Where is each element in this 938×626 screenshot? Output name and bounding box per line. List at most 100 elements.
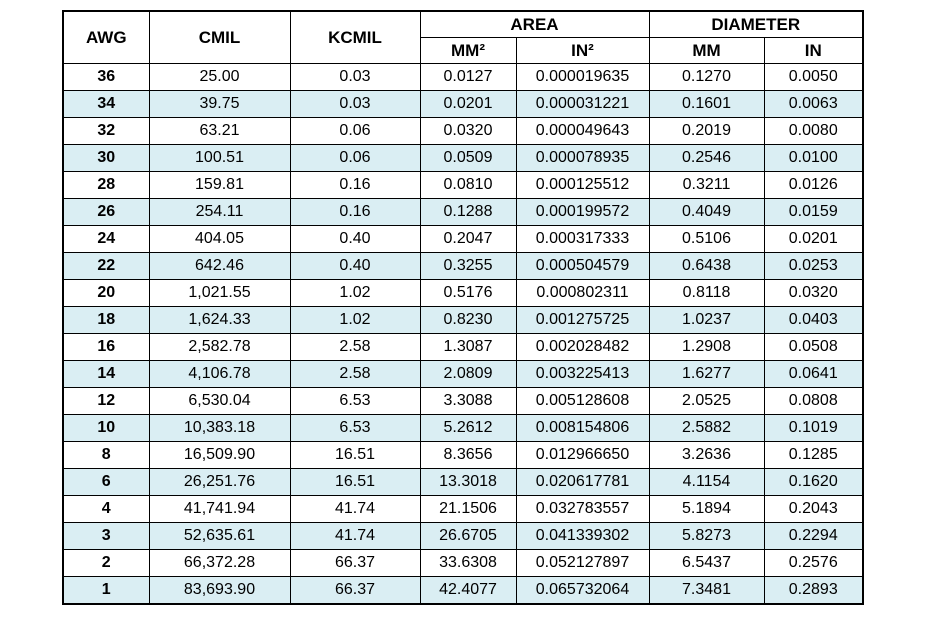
cell-awg: 30 [62,144,150,172]
cell-diameter-in: 0.0159 [763,198,864,226]
cell-area-mm2: 3.3088 [419,387,517,415]
cell-area-mm2: 0.1288 [419,198,517,226]
cell-area-mm2: 0.0127 [419,63,517,91]
cell-area-mm2: 2.0809 [419,360,517,388]
cell-area-mm2: 42.4077 [419,576,517,605]
cell-area-in2: 0.003225413 [515,360,650,388]
cell-diameter-in: 0.0808 [763,387,864,415]
table-header: AWG CMIL KCMIL AREA DIAMETER MM² IN² MM … [62,10,864,64]
cell-diameter-in: 0.2043 [763,495,864,523]
cell-kcmil: 0.03 [289,63,421,91]
cell-diameter-mm: 2.0525 [648,387,765,415]
cell-kcmil: 2.58 [289,333,421,361]
table-body: 36 25.00 0.03 0.0127 0.000019635 0.1270 0.0050… [62,63,864,605]
cell-cmil: 26,251.76 [148,468,291,496]
cell-awg: 32 [62,117,150,145]
cell-area-in2: 0.000031221 [515,90,650,118]
cell-area-in2: 0.052127897 [515,549,650,577]
cell-area-in2: 0.002028482 [515,333,650,361]
cell-kcmil: 16.51 [289,441,421,469]
cell-cmil: 52,635.61 [148,522,291,550]
cell-diameter-mm: 5.8273 [648,522,765,550]
cell-awg: 6 [62,468,150,496]
cell-kcmil: 6.53 [289,414,421,442]
table-row: 30 100.51 0.06 0.0509 0.000078935 0.2546 0.010… [62,144,864,172]
cell-kcmil: 0.06 [289,144,421,172]
cell-area-in2: 0.041339302 [515,522,650,550]
cell-kcmil: 1.02 [289,306,421,334]
cell-awg: 4 [62,495,150,523]
cell-area-in2: 0.000049643 [515,117,650,145]
cell-cmil: 41,741.94 [148,495,291,523]
table-row: 1 83,693.90 66.37 42.4077 0.065732064 7.3481 0… [62,576,864,605]
cell-area-in2: 0.032783557 [515,495,650,523]
cell-awg: 20 [62,279,150,307]
cell-diameter-in: 0.2893 [763,576,864,605]
table-row: 28 159.81 0.16 0.0810 0.000125512 0.3211 0.012… [62,171,864,199]
cell-awg: 1 [62,576,150,605]
cell-diameter-mm: 0.3211 [648,171,765,199]
cell-area-in2: 0.001275725 [515,306,650,334]
cell-diameter-in: 0.1019 [763,414,864,442]
cell-awg: 26 [62,198,150,226]
cell-diameter-in: 0.0320 [763,279,864,307]
table-row: 36 25.00 0.03 0.0127 0.000019635 0.1270 0.0050 [62,63,864,91]
cell-cmil: 100.51 [148,144,291,172]
cell-area-mm2: 21.1506 [419,495,517,523]
header-row-units: MM² IN² MM IN [63,37,864,64]
table-row: 26 254.11 0.16 0.1288 0.000199572 0.4049 0.015… [62,198,864,226]
header-row-groups: AWG CMIL KCMIL AREA DIAMETER [62,10,864,64]
col-group-diameter: DIAMETER [648,10,864,38]
cell-kcmil: 0.40 [289,225,421,253]
cell-cmil: 404.05 [148,225,291,253]
cell-cmil: 10,383.18 [148,414,291,442]
cell-cmil: 642.46 [148,252,291,280]
table-row: 32 63.21 0.06 0.0320 0.000049643 0.2019 0.0080 [62,117,864,145]
cell-awg: 2 [62,549,150,577]
table-row: 22 642.46 0.40 0.3255 0.000504579 0.6438 0.025… [62,252,864,280]
cell-cmil: 159.81 [148,171,291,199]
cell-cmil: 1,624.33 [148,306,291,334]
cell-area-mm2: 0.0320 [419,117,517,145]
cell-awg: 28 [62,171,150,199]
cell-kcmil: 1.02 [289,279,421,307]
cell-awg: 18 [62,306,150,334]
col-header-awg: AWG [62,10,150,64]
cell-diameter-in: 0.0126 [763,171,864,199]
cell-area-in2: 0.000019635 [515,63,650,91]
table-row: 20 1,021.55 1.02 0.5176 0.000802311 0.8118 0.0… [62,279,864,307]
cell-kcmil: 0.03 [289,90,421,118]
cell-area-in2: 0.005128608 [515,387,650,415]
cell-diameter-mm: 6.5437 [648,549,765,577]
cell-kcmil: 0.16 [289,198,421,226]
cell-area-in2: 0.000504579 [515,252,650,280]
cell-area-mm2: 5.2612 [419,414,517,442]
cell-area-mm2: 33.6308 [419,549,517,577]
col-header-area-mm2: MM² [419,37,517,64]
table-row: 3 52,635.61 41.74 26.6705 0.041339302 5.8273 0… [62,522,864,550]
cell-cmil: 16,509.90 [148,441,291,469]
cell-cmil: 6,530.04 [148,387,291,415]
cell-kcmil: 0.40 [289,252,421,280]
cell-area-mm2: 26.6705 [419,522,517,550]
cell-diameter-in: 0.0050 [763,63,864,91]
cell-diameter-in: 0.0253 [763,252,864,280]
cell-diameter-in: 0.2576 [763,549,864,577]
col-group-area: AREA [419,10,650,38]
cell-diameter-in: 0.0641 [763,360,864,388]
cell-diameter-in: 0.0403 [763,306,864,334]
cell-area-mm2: 0.2047 [419,225,517,253]
cell-area-in2: 0.000199572 [515,198,650,226]
cell-area-in2: 0.000125512 [515,171,650,199]
cell-awg: 22 [62,252,150,280]
table-row: 18 1,624.33 1.02 0.8230 0.001275725 1.0237 0.0… [62,306,864,334]
cell-cmil: 2,582.78 [148,333,291,361]
cell-awg: 3 [62,522,150,550]
table-row: 24 404.05 0.40 0.2047 0.000317333 0.5106 0.020… [62,225,864,253]
cell-cmil: 25.00 [148,63,291,91]
table-row: 14 4,106.78 2.58 2.0809 0.003225413 1.6277 0.0… [62,360,864,388]
cell-awg: 8 [62,441,150,469]
cell-diameter-mm: 0.1601 [648,90,765,118]
cell-awg: 16 [62,333,150,361]
